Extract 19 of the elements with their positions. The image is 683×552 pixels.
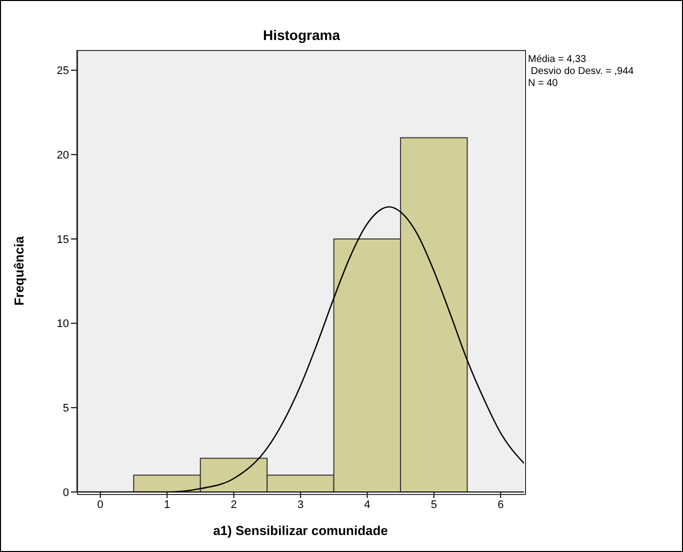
y-tick-label: 10 xyxy=(56,318,69,330)
x-tick-label: 2 xyxy=(230,498,237,511)
x-tick-label: 5 xyxy=(430,498,437,511)
y-axis-title: Frequência xyxy=(12,236,27,306)
chart-title: Histograma xyxy=(262,27,342,43)
y-tick-label: 5 xyxy=(62,402,69,415)
x-tick-label: 3 xyxy=(297,498,304,511)
x-tick-label: 6 xyxy=(498,498,504,511)
x-tick-label: 1 xyxy=(164,498,170,511)
text: Média = 4,33 xyxy=(528,54,588,66)
y-tick-label: 25 xyxy=(56,65,69,78)
text: N = 40 xyxy=(528,78,559,90)
x-tick-label: 0 xyxy=(97,498,104,511)
x-tick-label: 4 xyxy=(364,498,370,511)
x-axis-title: a1) Sensibilizar comunidade xyxy=(213,523,388,538)
text: Desvio do Desv. = ,944 xyxy=(530,66,634,78)
y-tick-label: 20 xyxy=(56,150,69,162)
y-tick-label: 15 xyxy=(56,234,69,246)
y-tick-label: 0 xyxy=(62,486,69,499)
